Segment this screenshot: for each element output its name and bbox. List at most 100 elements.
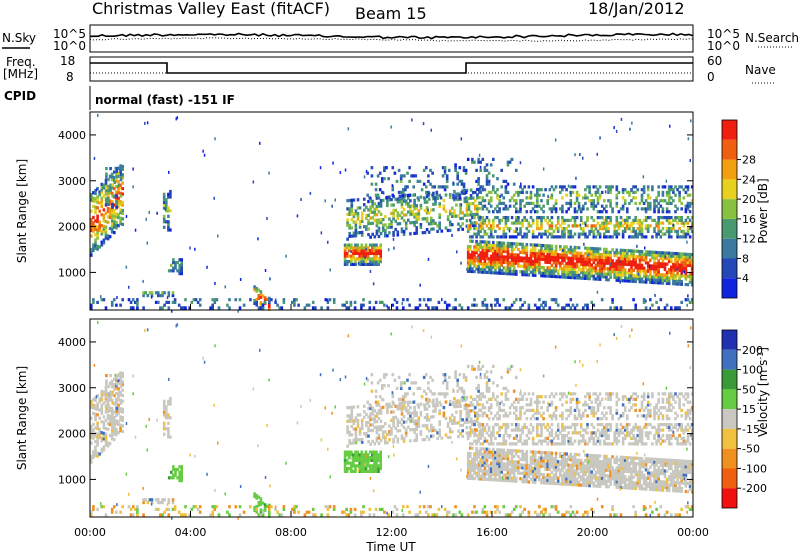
range-cell <box>102 230 106 234</box>
range-cell <box>538 478 541 482</box>
range-cell <box>569 298 573 302</box>
range-cell <box>494 303 497 307</box>
range-cell <box>381 436 385 440</box>
range-cell <box>390 211 393 215</box>
range-cell <box>487 218 491 222</box>
range-cell <box>105 167 108 171</box>
range-cell <box>374 400 378 404</box>
range-cell <box>466 261 470 265</box>
range-cell <box>352 249 355 253</box>
range-cell <box>613 224 616 228</box>
range-cell <box>106 416 110 420</box>
range-cell <box>214 137 216 141</box>
range-cell <box>550 274 554 278</box>
range-cell <box>508 235 512 239</box>
range-cell <box>396 437 400 441</box>
range-cell <box>569 267 573 271</box>
range-cell <box>381 433 385 437</box>
nave-tick-low: 0 <box>707 70 715 84</box>
range-cell <box>121 173 124 177</box>
range-cell <box>162 402 166 406</box>
range-cell <box>104 192 108 196</box>
range-cell <box>653 210 656 214</box>
range-cell <box>588 470 591 474</box>
range-cell <box>371 210 374 214</box>
range-cell <box>661 210 665 214</box>
range-cell <box>363 203 366 207</box>
range-cell <box>115 215 118 219</box>
range-cell <box>378 395 382 399</box>
range-cell <box>479 185 482 189</box>
range-cell <box>385 373 388 377</box>
range-cell <box>409 204 412 208</box>
range-cell <box>634 235 637 239</box>
range-cell <box>615 185 619 189</box>
range-cell <box>445 392 449 396</box>
range-cell <box>363 415 366 419</box>
range-cell <box>373 218 377 222</box>
range-cell <box>630 263 633 267</box>
range-cell <box>471 465 474 470</box>
range-cell <box>481 472 485 476</box>
range-cell <box>367 440 370 444</box>
range-cell <box>471 160 474 164</box>
range-cell <box>373 210 377 214</box>
range-cell <box>527 469 531 473</box>
range-cell <box>680 274 683 278</box>
range-cell <box>108 210 112 214</box>
range-cell <box>362 458 366 462</box>
range-cell <box>688 193 692 197</box>
range-cell <box>356 243 359 247</box>
range-cell <box>176 468 179 472</box>
range-cell <box>663 273 667 277</box>
range-cell <box>550 196 554 200</box>
range-cell <box>563 221 566 225</box>
range-cell <box>453 396 456 401</box>
range-cell <box>343 249 347 253</box>
range-cell <box>529 190 533 194</box>
range-cell <box>674 265 677 269</box>
range-cell <box>382 191 385 195</box>
range-cell <box>476 394 479 399</box>
range-cell <box>115 179 118 183</box>
range-cell <box>498 451 501 455</box>
range-cell <box>148 291 152 295</box>
range-cell <box>92 411 95 415</box>
range-cell <box>680 216 683 220</box>
range-cell <box>356 231 360 235</box>
range-cell <box>354 257 357 261</box>
range-cell <box>542 459 545 463</box>
range-cell <box>345 461 349 465</box>
range-cell <box>663 185 667 189</box>
range-cell <box>432 191 435 195</box>
range-cell <box>377 469 380 473</box>
range-cell <box>573 474 577 479</box>
range-cell <box>592 247 596 251</box>
range-cell <box>446 215 450 219</box>
range-cell <box>621 188 625 192</box>
range-cell <box>565 474 568 478</box>
range-cell <box>259 301 263 305</box>
range-cell <box>500 476 503 480</box>
range-cell <box>388 432 391 436</box>
range-cell <box>575 469 579 473</box>
range-cell <box>366 246 370 250</box>
range-cell <box>479 240 482 244</box>
range-cell <box>496 204 499 208</box>
range-cell <box>105 396 108 400</box>
range-cell <box>427 230 431 234</box>
range-cell <box>343 246 347 250</box>
range-cell <box>345 300 348 304</box>
range-cell <box>412 185 415 189</box>
range-cell <box>496 464 499 468</box>
range-cell <box>105 186 108 190</box>
range-cell <box>438 202 441 206</box>
range-cell <box>417 405 421 409</box>
range-cell <box>162 399 166 403</box>
range-cell <box>653 218 656 222</box>
range-cell <box>657 224 660 228</box>
range-cell <box>607 468 610 472</box>
range-cell <box>261 501 265 505</box>
range-cell <box>400 197 404 201</box>
range-cell <box>525 463 529 467</box>
